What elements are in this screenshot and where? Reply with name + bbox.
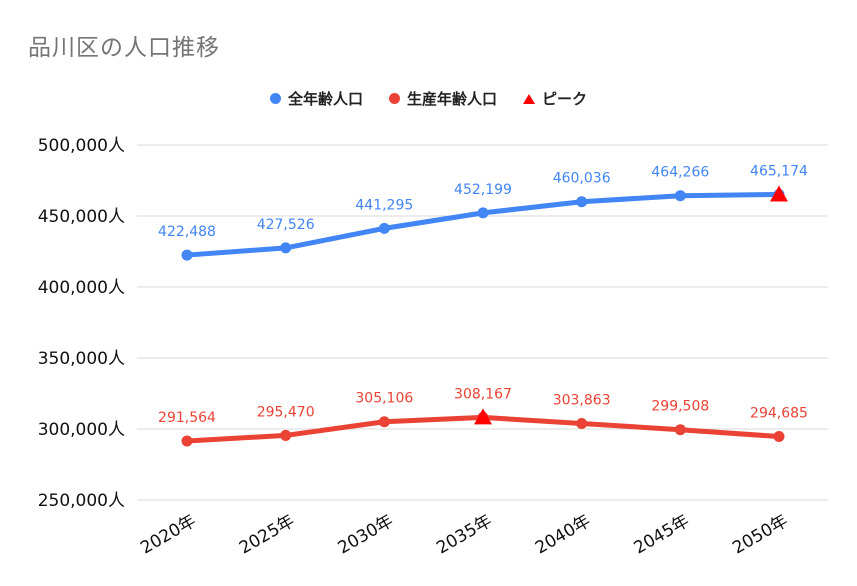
data-label: 305,106 [355, 391, 413, 407]
x-tick-label: 2050年 [729, 511, 791, 558]
legend: 全年齢人口 生産年齢人口 ピーク [0, 88, 857, 109]
legend-marker-peak [523, 93, 535, 104]
data-label: 308,167 [454, 386, 512, 402]
peak-marker [474, 408, 492, 425]
y-tick-label: 400,000人 [38, 278, 125, 298]
legend-label-peak: ピーク [542, 90, 588, 108]
data-label: 427,526 [257, 217, 315, 233]
data-point [181, 435, 193, 447]
x-tick-label: 2020年 [137, 511, 199, 558]
chart-title: 品川区の人口推移 [28, 35, 220, 61]
data-label: 422,488 [158, 224, 216, 240]
legend-item-all-ages: 全年齢人口 [269, 88, 363, 109]
legend-marker-all-ages [269, 93, 281, 104]
data-label: 295,470 [257, 404, 315, 420]
data-point [477, 207, 489, 219]
data-point [378, 416, 390, 428]
x-tick-label: 2040年 [532, 511, 594, 558]
x-tick-label: 2025年 [236, 511, 298, 558]
data-point [576, 196, 588, 208]
data-point [576, 418, 588, 430]
data-label: 303,863 [553, 393, 611, 409]
data-point [674, 190, 686, 202]
y-tick-label: 250,000人 [38, 491, 125, 511]
y-tick-label: 450,000人 [38, 207, 125, 227]
x-tick-label: 2045年 [631, 511, 693, 558]
legend-item-peak: ピーク [523, 88, 587, 109]
y-tick-label: 500,000人 [38, 136, 125, 156]
x-tick-label: 2030年 [335, 511, 397, 558]
data-point [674, 424, 686, 436]
legend-marker-working-age [388, 93, 400, 104]
data-point [280, 429, 292, 441]
data-label: 452,199 [454, 182, 512, 198]
y-tick-label: 300,000人 [38, 420, 125, 440]
data-point [280, 242, 292, 254]
legend-item-working-age: 生産年齢人口 [388, 88, 497, 109]
data-point [378, 222, 390, 234]
data-label: 460,036 [553, 171, 611, 187]
x-tick-label: 2035年 [433, 511, 495, 558]
legend-label-working-age: 生産年齢人口 [406, 90, 497, 108]
y-tick-label: 350,000人 [38, 349, 125, 369]
data-point [773, 431, 785, 443]
data-label: 294,685 [750, 406, 808, 422]
data-label: 465,174 [750, 163, 808, 179]
legend-label-all-ages: 全年齢人口 [287, 90, 363, 108]
data-label: 299,508 [651, 399, 709, 415]
data-label: 441,295 [355, 197, 413, 213]
data-point [181, 249, 193, 261]
peak-marker [770, 185, 788, 202]
data-label: 464,266 [651, 165, 709, 181]
data-label: 291,564 [158, 410, 216, 426]
